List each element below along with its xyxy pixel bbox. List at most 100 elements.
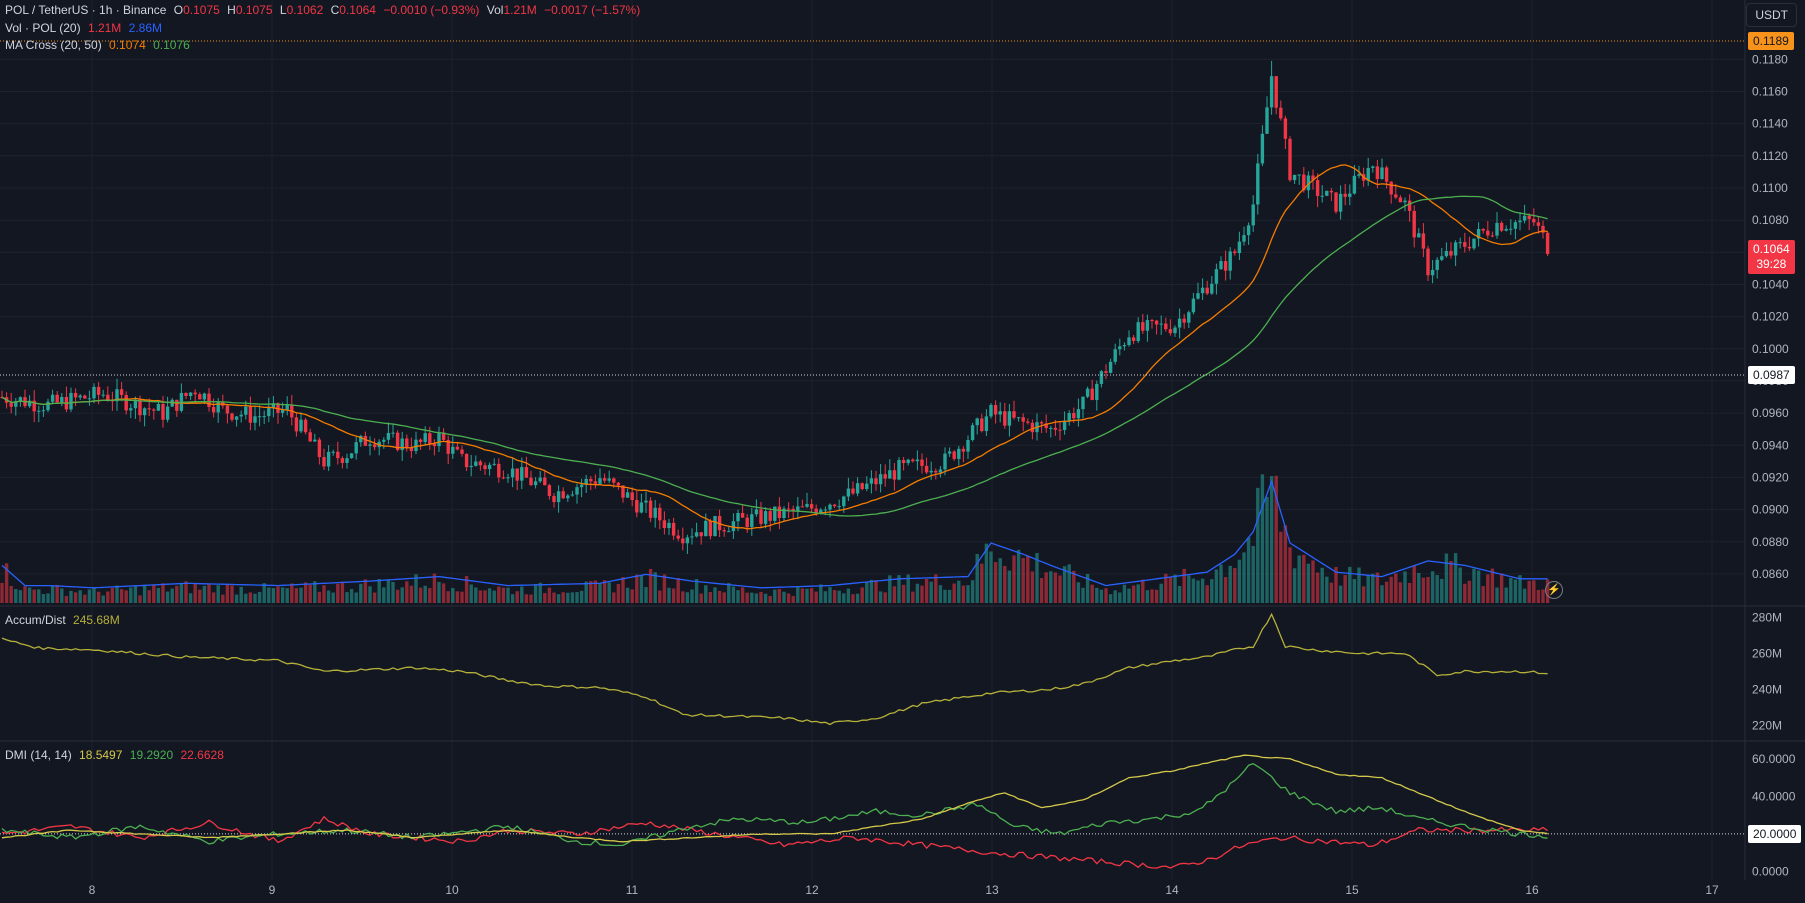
volume-bar xyxy=(418,587,423,603)
volume-bar xyxy=(1049,571,1053,603)
candle-body xyxy=(1311,175,1315,181)
candle-body xyxy=(1509,228,1513,230)
volume-bar xyxy=(1067,564,1071,603)
candle-body xyxy=(906,459,910,464)
volume-bar xyxy=(561,592,565,603)
volume-bar xyxy=(1223,577,1228,603)
volume-bar xyxy=(1200,578,1205,603)
volume-bar xyxy=(1150,589,1154,603)
candle-body xyxy=(823,509,828,511)
volume-bar xyxy=(501,587,506,603)
candle-body xyxy=(1265,107,1269,134)
volume-bar xyxy=(575,592,579,603)
candle-body xyxy=(1187,312,1191,323)
replay-icon[interactable]: ⚡ xyxy=(1545,581,1563,599)
change-value: −0.0010 (−0.93%) xyxy=(383,3,480,17)
volume-bar xyxy=(1021,558,1025,603)
dmi-legend[interactable]: DMI (14, 14) 18.5497 19.2920 22.6628 xyxy=(5,748,224,762)
candle-body xyxy=(27,400,32,407)
candle-body xyxy=(1072,413,1076,419)
price-tick-label: 0.0960 xyxy=(1752,406,1789,420)
volume-bar xyxy=(938,585,943,603)
volume-bar xyxy=(1251,545,1255,603)
candle-body xyxy=(768,511,772,521)
volume-bar xyxy=(262,583,266,603)
volume-bar xyxy=(1384,581,1389,603)
volume-bar xyxy=(478,590,483,603)
volume-bar xyxy=(1131,585,1136,603)
candle-body xyxy=(198,394,202,400)
candle-body xyxy=(878,474,883,485)
volume-bar xyxy=(1136,584,1140,603)
price-tick-label: 0.0880 xyxy=(1752,535,1789,549)
volume-bar xyxy=(1214,569,1219,603)
volume-bar xyxy=(1269,476,1274,603)
volume-bar xyxy=(483,590,487,603)
candle-body xyxy=(911,459,915,462)
candle-body xyxy=(892,470,897,480)
volume-bar xyxy=(598,583,602,603)
volume-bar xyxy=(1444,553,1449,603)
volume-bar xyxy=(897,575,901,603)
candle-body xyxy=(478,461,483,466)
volume-bar xyxy=(1274,475,1278,603)
candle-body xyxy=(1329,190,1334,193)
volume-legend[interactable]: Vol · POL (20) 1.21M 2.86M xyxy=(5,21,162,35)
candle-body xyxy=(432,443,437,447)
volume-bar xyxy=(1219,564,1223,603)
volume-bar xyxy=(980,563,984,603)
ad-legend[interactable]: Accum/Dist 245.68M xyxy=(5,613,120,627)
candle-body xyxy=(299,419,303,432)
candle-body xyxy=(129,408,133,411)
volume-bar xyxy=(1007,570,1012,603)
volume-bar xyxy=(800,588,805,603)
candle-body xyxy=(1504,228,1508,231)
candle-body xyxy=(1200,287,1205,294)
volume-bar xyxy=(184,581,188,603)
volume-bar xyxy=(244,593,248,603)
volume-bar xyxy=(138,595,142,603)
volume-bar xyxy=(129,587,133,603)
volume-bar xyxy=(1159,583,1163,603)
candle-body xyxy=(1030,422,1035,433)
candle-body xyxy=(437,432,441,447)
symbol-label[interactable]: POL / TetherUS · 1h · Binance xyxy=(5,3,167,17)
price-tick-label: 0.1020 xyxy=(1752,310,1789,324)
candle-body xyxy=(579,484,584,488)
candle-body xyxy=(1173,327,1177,334)
price-tick-label: 0.1040 xyxy=(1752,277,1789,291)
volume-bar xyxy=(1541,589,1545,603)
candle-body xyxy=(1233,251,1237,254)
candle-body xyxy=(161,403,165,420)
candle-body xyxy=(809,504,814,509)
volume-bar xyxy=(1509,577,1513,603)
volume-bar xyxy=(216,585,220,603)
volume-bar xyxy=(106,591,110,603)
candle-body xyxy=(1348,193,1352,197)
volume-bar xyxy=(773,589,777,603)
candle-body xyxy=(681,538,685,544)
volume-bar xyxy=(1320,567,1324,603)
volume-bar xyxy=(524,594,529,603)
volume-bar xyxy=(1016,549,1021,603)
candle-body xyxy=(690,536,694,538)
candle-body xyxy=(934,470,938,473)
volume-bar xyxy=(911,591,915,603)
candle-body xyxy=(975,418,979,426)
currency-button[interactable]: USDT xyxy=(1746,3,1797,27)
volume-bars xyxy=(0,474,1550,603)
volume-bar xyxy=(363,579,368,603)
candle-body xyxy=(943,453,947,470)
ma-cross-legend[interactable]: MA Cross (20, 50) 0.1074 0.1076 xyxy=(5,38,190,52)
candle-body xyxy=(819,509,823,514)
volume-bar xyxy=(1394,573,1398,603)
volume-bar xyxy=(322,585,326,603)
candle-body xyxy=(1490,235,1495,237)
candle-body xyxy=(924,465,929,473)
candle-body xyxy=(1366,167,1370,181)
dmi-plus-line xyxy=(1,762,1548,847)
volume-bar xyxy=(234,594,239,603)
volume-bar xyxy=(1164,573,1168,603)
time-tick-label: 11 xyxy=(626,883,639,897)
